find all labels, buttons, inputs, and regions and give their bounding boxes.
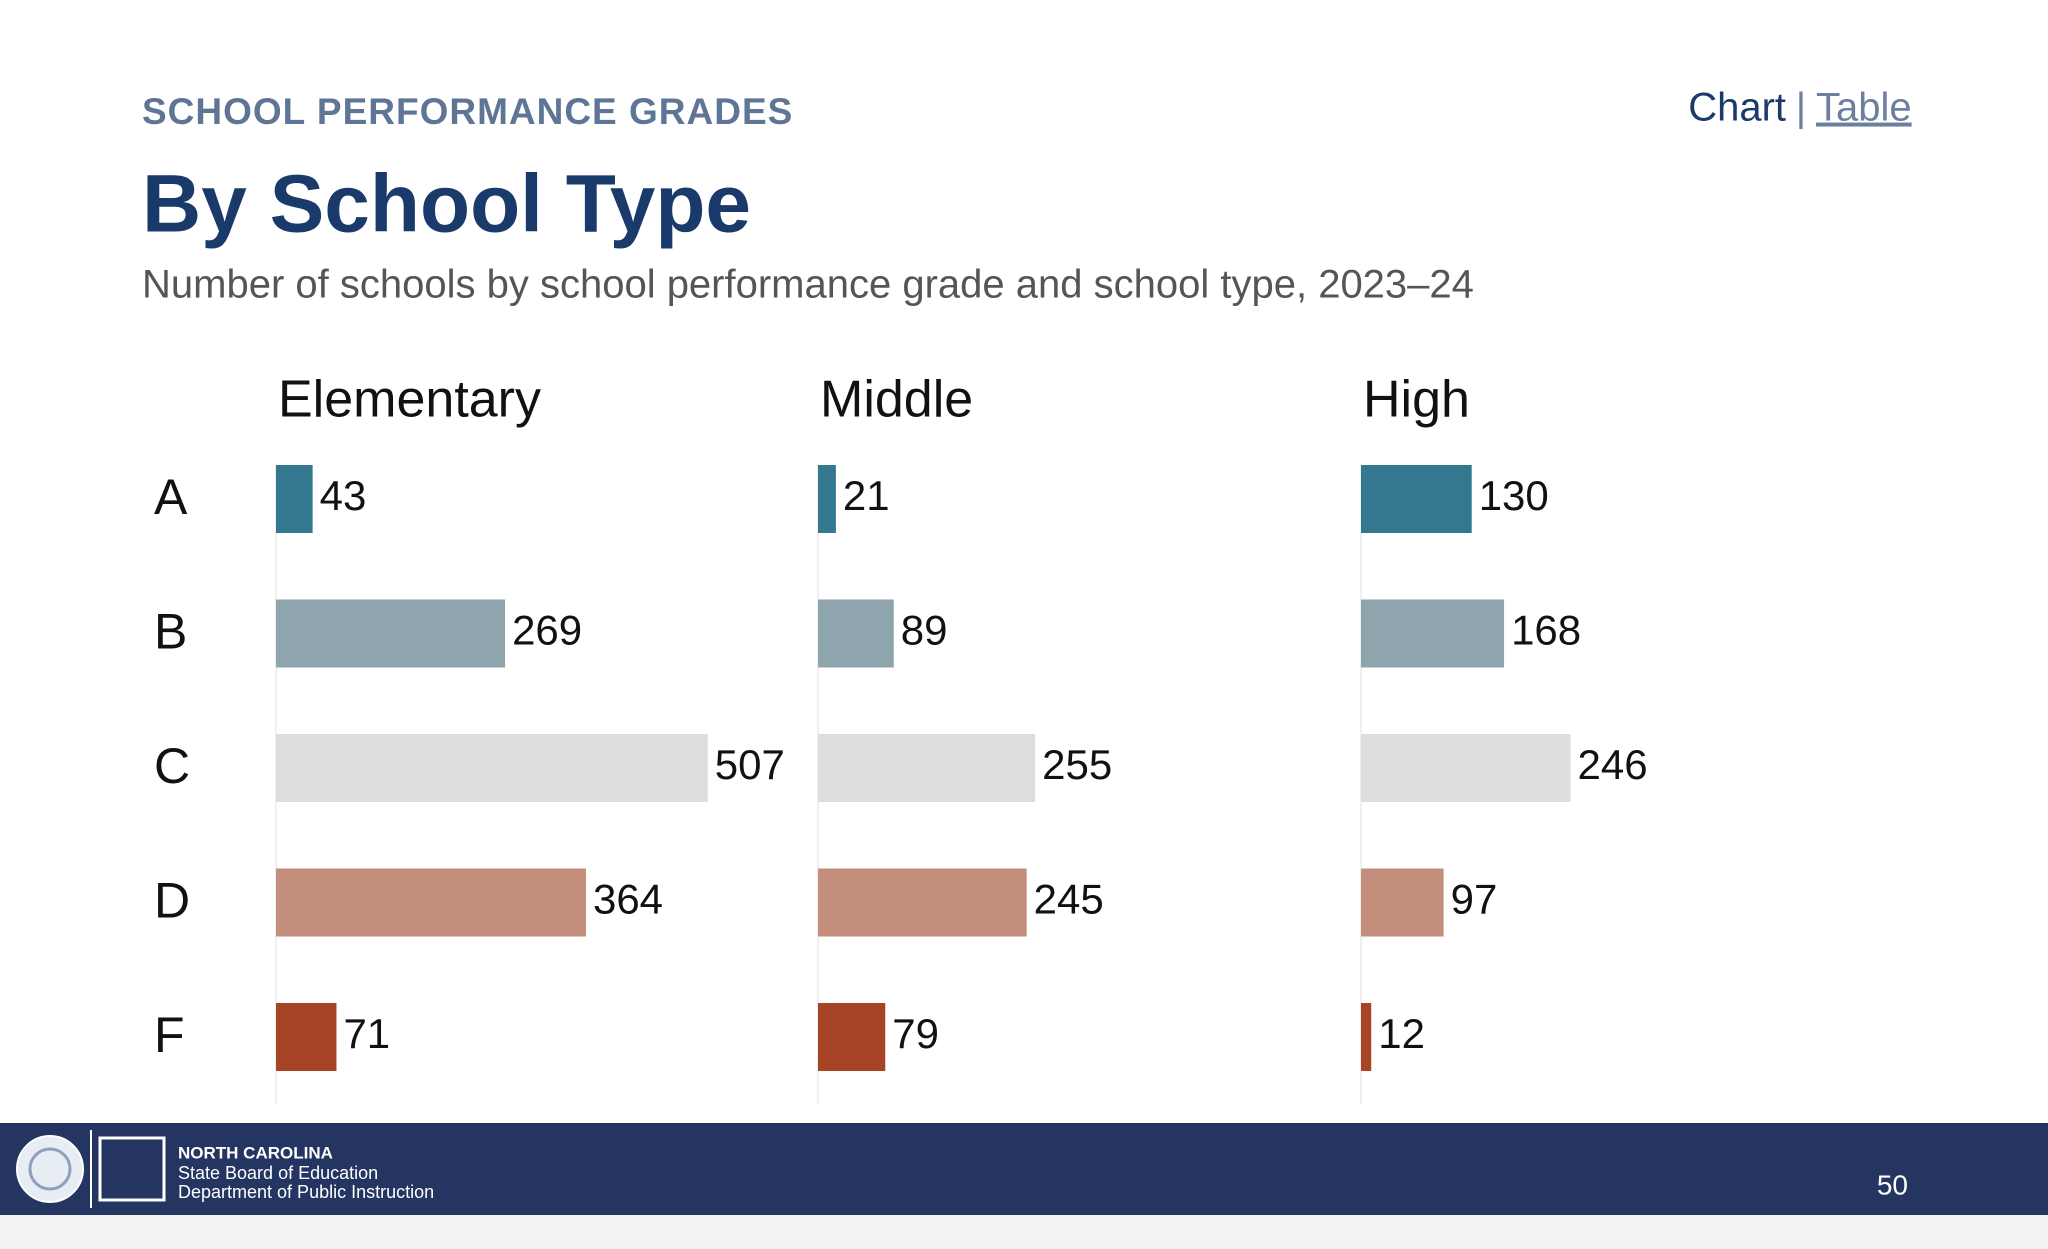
bar (1361, 1003, 1372, 1071)
footer-band (0, 1123, 2048, 1215)
bar (276, 599, 506, 668)
category-label: F (154, 1007, 185, 1063)
dpi-logo (98, 1136, 166, 1202)
bar (1361, 599, 1505, 668)
page-number: 50 (1877, 1169, 1908, 1200)
value-label: 507 (715, 741, 785, 788)
seal-logo-ring (28, 1147, 72, 1191)
value-label: 130 (1479, 472, 1549, 519)
nav-chart[interactable]: Chart (1688, 86, 1786, 130)
footer-org: NORTH CAROLINA (178, 1143, 333, 1162)
footer-strip (0, 1215, 2048, 1249)
category-label: A (154, 469, 188, 525)
value-label: 71 (343, 1010, 390, 1057)
bar (276, 465, 313, 533)
bar (818, 599, 894, 668)
category-label: C (154, 738, 190, 794)
series-label: High (1363, 371, 1470, 429)
value-label: 255 (1042, 741, 1112, 788)
kicker: SCHOOL PERFORMANCE GRADES (142, 91, 793, 132)
category-label: B (154, 604, 187, 660)
bar (818, 1003, 886, 1071)
bar (1361, 734, 1571, 802)
value-label: 168 (1511, 607, 1581, 654)
value-label: 245 (1034, 876, 1104, 923)
bar (276, 1003, 337, 1071)
value-label: 364 (593, 876, 663, 923)
seal-logo (16, 1135, 84, 1203)
chart-subtitle: Number of schools by school performance … (142, 263, 1474, 307)
bar (818, 465, 836, 533)
category-label: D (154, 873, 190, 929)
series-label: Elementary (278, 371, 541, 429)
series-label: Middle (820, 371, 973, 429)
nav-table[interactable]: Table (1816, 86, 1912, 130)
value-label: 43 (320, 472, 367, 519)
footer-line: Department of Public Instruction (178, 1182, 434, 1202)
value-label: 269 (512, 607, 582, 654)
bar (1361, 465, 1472, 533)
bar (1361, 868, 1444, 937)
value-label: 89 (901, 607, 948, 654)
value-label: 79 (892, 1010, 939, 1057)
bar (818, 734, 1036, 802)
chart-title: By School Type (142, 159, 751, 250)
value-label: 97 (1451, 876, 1498, 923)
footer-line: State Board of Education (178, 1163, 378, 1183)
value-label: 246 (1577, 741, 1647, 788)
bar (276, 868, 586, 937)
nav-separator: | (1796, 86, 1806, 130)
bar (276, 734, 708, 802)
value-label: 12 (1378, 1010, 1425, 1057)
value-label: 21 (843, 472, 890, 519)
bar (818, 868, 1027, 937)
